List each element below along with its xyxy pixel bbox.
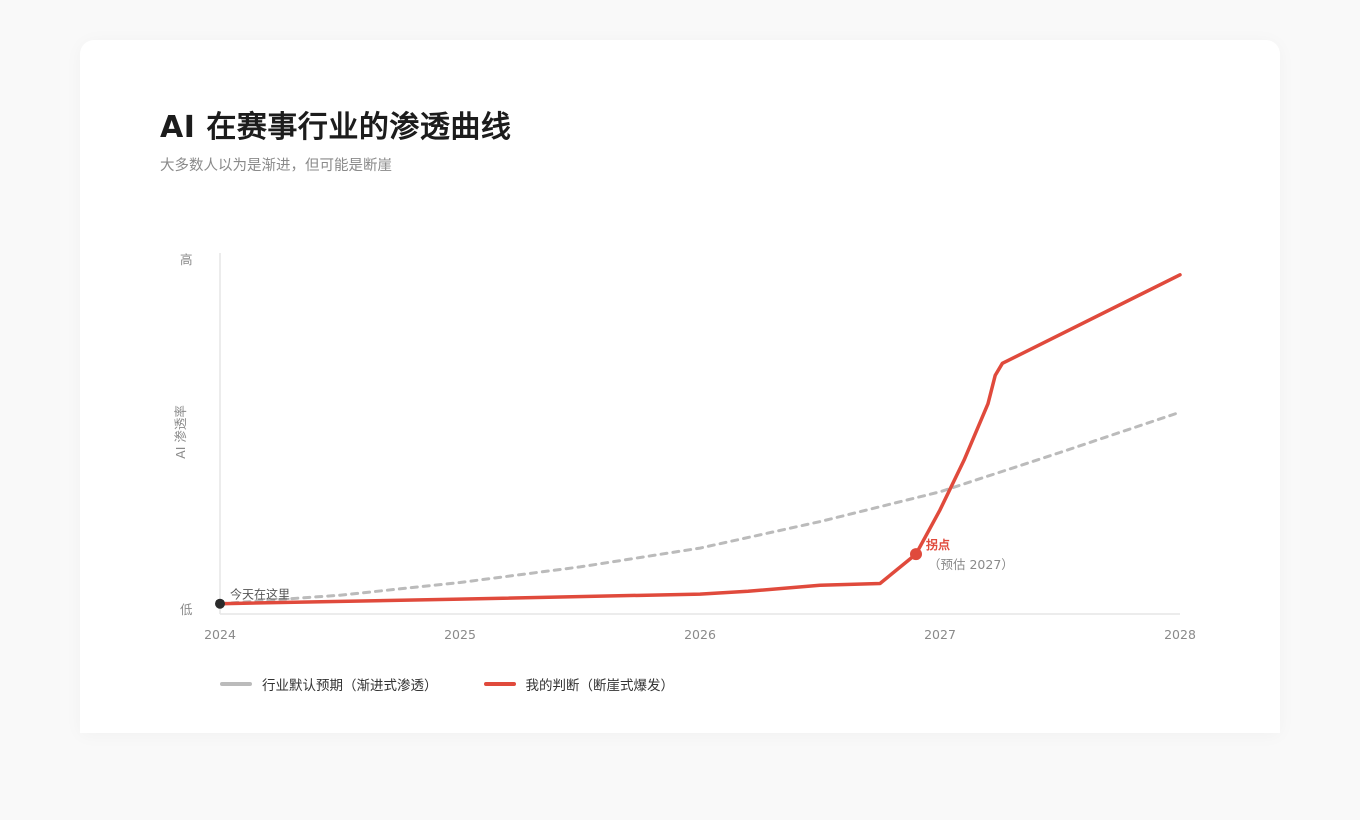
legend-swatch-default (220, 682, 252, 686)
series-line-default (218, 410, 1182, 606)
page-title: AI 在赛事行业的渗透曲线 (160, 110, 512, 145)
x-tick-label-2025: 2025 (444, 627, 476, 642)
x-tick-label-2026: 2026 (684, 627, 716, 642)
series-line-mine (218, 273, 1182, 606)
inflection-label: 拐点 (926, 537, 950, 552)
today-label: 今天在这里 (230, 587, 290, 602)
chart-legend: 行业默认预期（渐进式渗透） 我的判断（断崖式爆发） (220, 674, 720, 694)
legend-label-mine: 我的判断（断崖式爆发） (525, 678, 675, 694)
y-axis-label: AI 渗透率 (173, 405, 188, 459)
inflection-sublabel: （预估 2027） (928, 557, 1014, 572)
today-marker (215, 598, 225, 609)
legend-swatch-mine (483, 682, 516, 686)
x-tick-label-2024: 2024 (204, 627, 236, 642)
y-tick-label-high: 高 (180, 252, 193, 267)
legend-item-mine: 我的判断（断崖式爆发） (483, 674, 675, 694)
chart-card: AI 在赛事行业的渗透曲线 大多数人以为是渐进，但可能是断崖 低 高 AI 渗透率 2… (80, 40, 1280, 733)
x-tick-label-2027: 2027 (924, 627, 956, 642)
page-subtitle: 大多数人以为是渐进，但可能是断崖 (160, 158, 392, 174)
penetration-chart: 低 高 AI 渗透率 2024 2025 2026 2027 2028 今天在这里 拐点 （预估 2… (173, 252, 1196, 642)
legend-item-default: 行业默认预期（渐进式渗透） (220, 674, 438, 694)
y-tick-label-low: 低 (180, 602, 193, 617)
legend-label-default: 行业默认预期（渐进式渗透） (262, 678, 438, 694)
inflection-marker (910, 548, 922, 561)
x-tick-label-2028: 2028 (1164, 627, 1196, 642)
